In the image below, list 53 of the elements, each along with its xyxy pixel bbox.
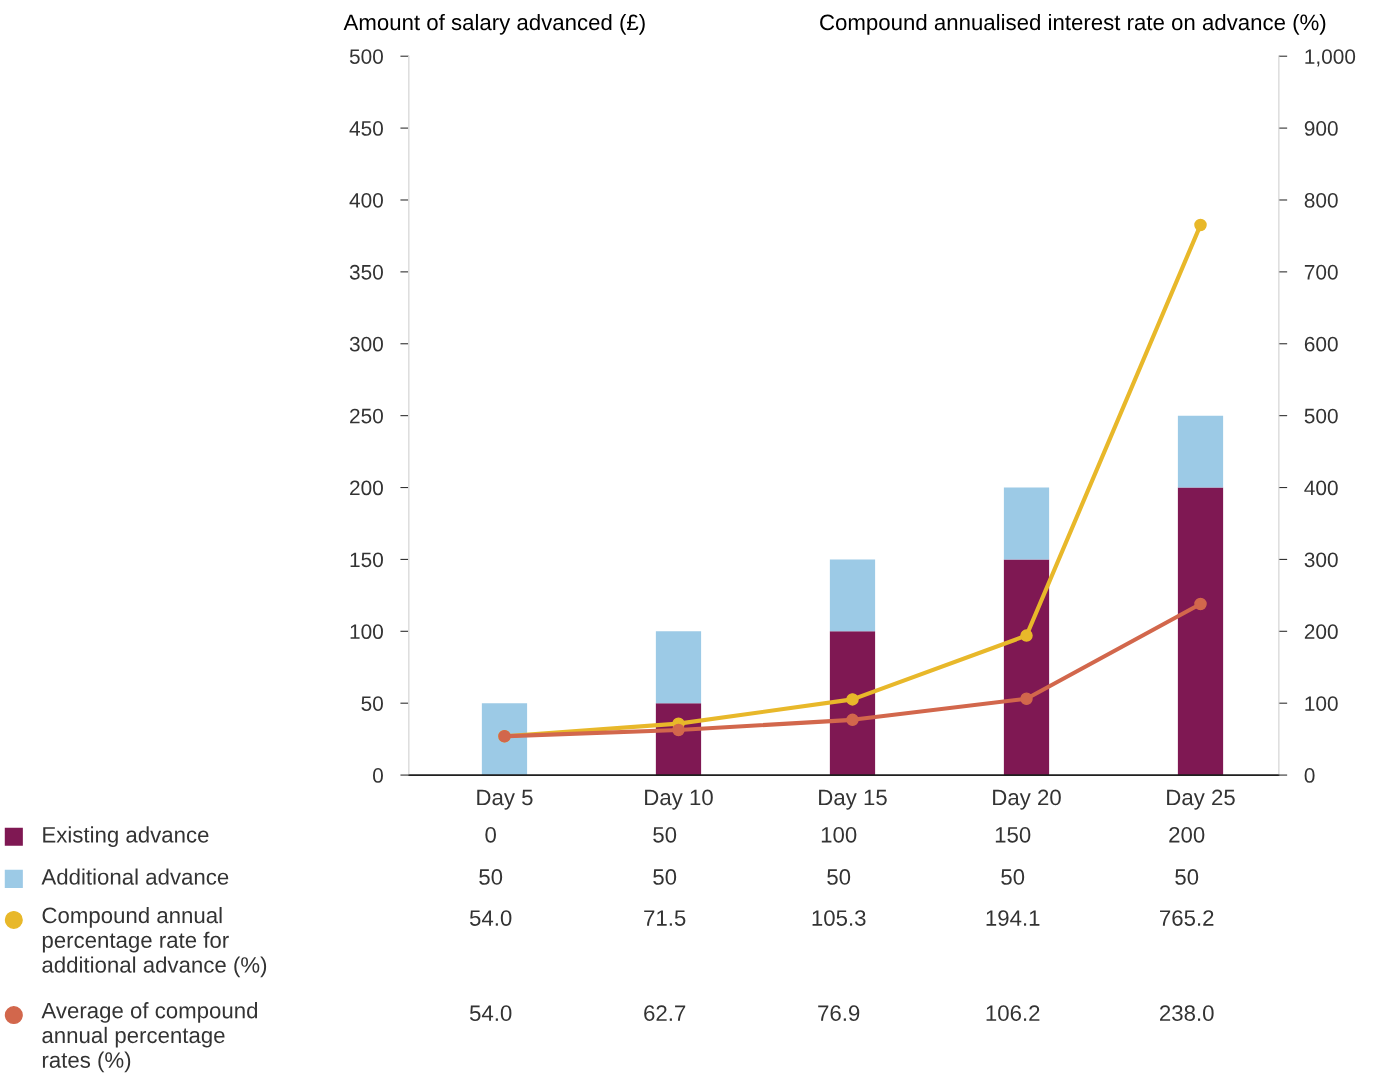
data-label: 100 [821, 826, 857, 843]
legend-label: Compound annual percentage rate for additional advance (%) [42, 906, 267, 978]
data-label: 200 [1169, 826, 1205, 843]
y-tick-label: 500 [349, 49, 383, 64]
y2-tick-label: 900 [1304, 121, 1338, 136]
legend-label: Additional advance [41, 868, 229, 885]
data-label: 71.5 [644, 910, 686, 926]
data-label: 50 [827, 869, 851, 885]
y2-tick-label: 600 [1304, 336, 1338, 352]
x-tick-label: Day 15 [819, 789, 887, 810]
data-label: 150 [995, 826, 1031, 843]
y-tick-label: 250 [350, 408, 383, 424]
x-tick-label: Day 20 [993, 789, 1061, 810]
y2-tick-label: 100 [1305, 696, 1338, 711]
y-tick-label: 200 [350, 480, 383, 496]
x-tick-label: Day 5 [477, 789, 533, 810]
data-label: 238.0 [1160, 1005, 1214, 1022]
y2-tick-label: 1,000 [1305, 49, 1356, 67]
data-label: 0 [485, 826, 496, 843]
y2-axis-title: Compound annualised interest rate on advance (%) [820, 13, 1326, 35]
y2-tick-label: 400 [1304, 480, 1338, 496]
y2-tick-label: 500 [1304, 408, 1338, 424]
y-tick-label: 100 [350, 624, 383, 640]
x-tick-label: Day 10 [645, 789, 713, 810]
data-label: 50 [479, 869, 503, 885]
x-tick-label: Day 25 [1167, 789, 1235, 810]
data-label: 76.9 [818, 1005, 860, 1022]
data-label: 50 [653, 869, 677, 885]
y-tick-label: 0 [373, 768, 383, 783]
data-label: 62.7 [644, 1005, 686, 1022]
data-label: 50 [653, 826, 677, 843]
y2-tick-label: 200 [1304, 624, 1338, 640]
y-tick-label: 50 [361, 696, 383, 711]
y-tick-label: 350 [349, 264, 383, 280]
y2-tick-label: 0 [1304, 768, 1315, 783]
data-label: 765.2 [1160, 910, 1214, 926]
y2-tick-label: 700 [1304, 264, 1338, 280]
y2-tick-label: 300 [1304, 552, 1338, 568]
data-label: 194.1 [986, 910, 1040, 926]
y-tick-label: 300 [349, 336, 383, 352]
y-axis-title: Amount of salary advanced (£) [343, 13, 645, 35]
data-label: 105.3 [812, 910, 866, 926]
y2-tick-label: 800 [1304, 192, 1338, 208]
legend-label: Existing advance [43, 826, 209, 848]
data-label: 50 [1001, 869, 1025, 885]
data-label: 54.0 [469, 1005, 512, 1022]
data-label: 54.0 [469, 910, 512, 926]
legend-label: Average of compound annual percentage rates (%) [41, 1002, 258, 1073]
data-label: 50 [1175, 869, 1199, 885]
y-tick-label: 450 [349, 121, 383, 136]
y-tick-label: 150 [350, 552, 383, 568]
y-tick-label: 400 [349, 192, 383, 208]
data-label: 106.2 [986, 1005, 1040, 1022]
